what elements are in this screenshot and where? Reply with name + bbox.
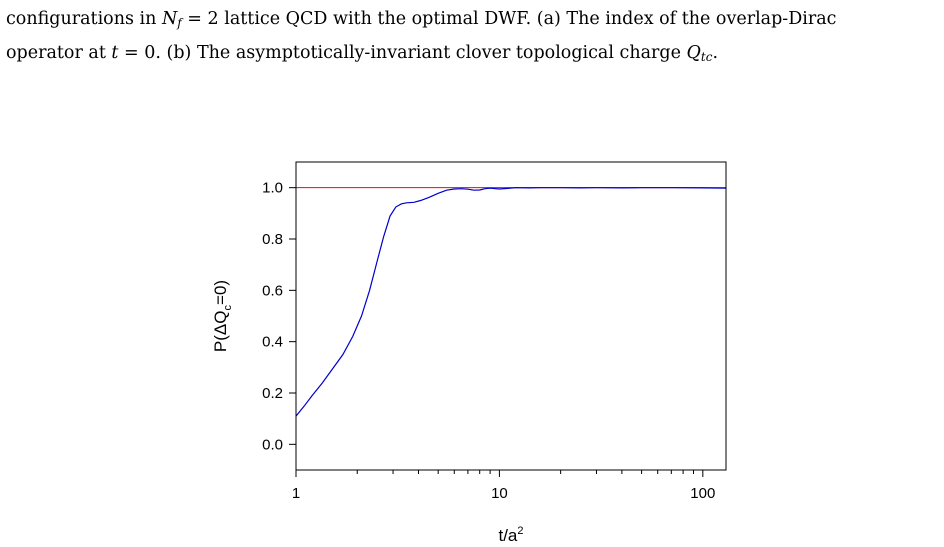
figure-caption: configurations in Nf = 2 lattice QCD wit…	[6, 2, 936, 70]
x-axis-label: t/a2	[498, 525, 523, 545]
plot-frame	[295, 161, 727, 471]
x-tick-label: 100	[690, 485, 715, 502]
y-tick-label: 0.6	[262, 282, 283, 299]
caption-line-2: operator at t = 0. (b) The asymptoticall…	[6, 43, 719, 64]
y-tick-label: 0.2	[262, 385, 283, 402]
series-line-0	[295, 187, 727, 417]
caption-line-1: configurations in Nf = 2 lattice QCD wit…	[6, 9, 837, 30]
y-tick-label: 0.0	[262, 436, 283, 453]
x-tick-label: 1	[292, 485, 300, 502]
y-tick-label: 1.0	[262, 180, 283, 197]
y-axis-label: P(ΔQc=0)	[211, 280, 234, 352]
x-tick-label: 10	[491, 485, 508, 502]
y-tick-label: 0.8	[262, 231, 283, 248]
y-tick-label: 0.4	[262, 334, 283, 351]
